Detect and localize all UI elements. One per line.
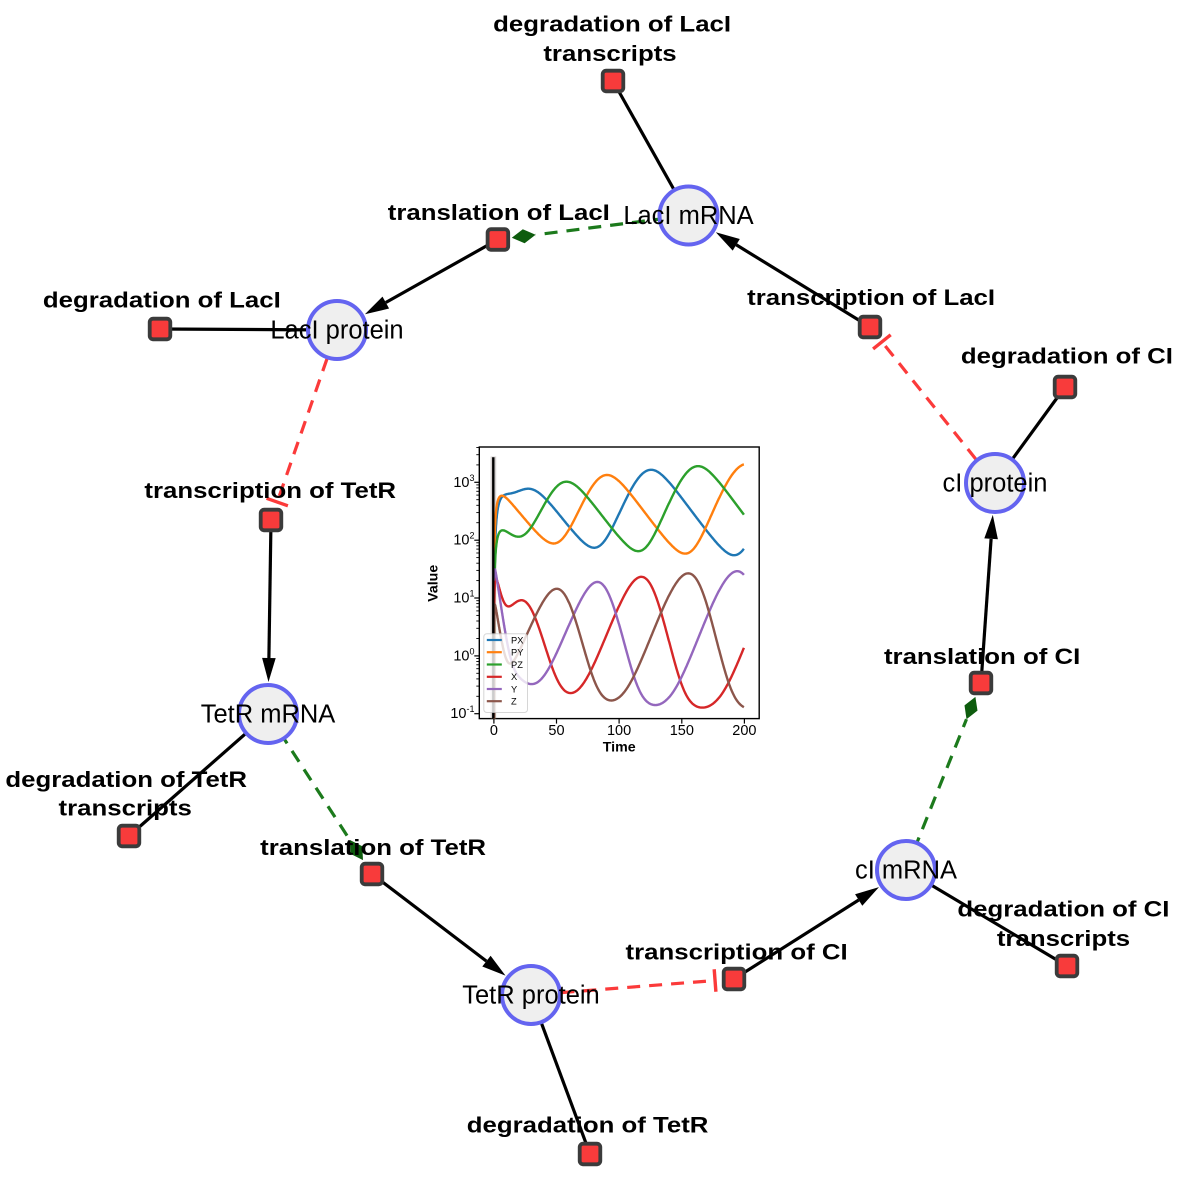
svg-text:translation of CI: translation of CI bbox=[884, 645, 1080, 670]
svg-text:103: 103 bbox=[453, 473, 474, 491]
svg-text:degradation of CI: degradation of CI bbox=[957, 897, 1169, 922]
svg-text:transcription of CI: transcription of CI bbox=[626, 940, 848, 965]
svg-text:transcripts: transcripts bbox=[997, 927, 1130, 952]
svg-text:LacI mRNA: LacI mRNA bbox=[623, 202, 753, 230]
svg-text:transcripts: transcripts bbox=[59, 797, 192, 822]
svg-text:102: 102 bbox=[453, 531, 474, 549]
svg-text:150: 150 bbox=[670, 723, 694, 739]
svg-text:transcription of TetR: transcription of TetR bbox=[144, 479, 396, 504]
svg-text:TetR mRNA: TetR mRNA bbox=[201, 701, 336, 729]
svg-text:200: 200 bbox=[732, 723, 756, 739]
svg-text:Z: Z bbox=[511, 697, 517, 707]
svg-text:LacI protein: LacI protein bbox=[270, 317, 403, 345]
svg-text:Y: Y bbox=[511, 684, 517, 694]
svg-text:PY: PY bbox=[511, 648, 523, 658]
svg-text:101: 101 bbox=[453, 589, 474, 607]
svg-text:50: 50 bbox=[548, 723, 564, 739]
svg-text:0: 0 bbox=[490, 723, 498, 739]
svg-text:translation of TetR: translation of TetR bbox=[260, 836, 486, 861]
svg-text:Time: Time bbox=[603, 740, 636, 756]
svg-text:10-1: 10-1 bbox=[450, 704, 474, 722]
svg-text:degradation of CI: degradation of CI bbox=[961, 345, 1173, 370]
svg-text:100: 100 bbox=[453, 646, 474, 664]
svg-text:100: 100 bbox=[607, 723, 631, 739]
svg-text:X: X bbox=[511, 672, 517, 682]
svg-text:PX: PX bbox=[511, 635, 523, 645]
svg-text:PZ: PZ bbox=[511, 660, 523, 670]
svg-text:degradation of LacI: degradation of LacI bbox=[493, 12, 731, 37]
svg-text:Value: Value bbox=[425, 565, 441, 602]
svg-text:degradation of TetR: degradation of TetR bbox=[467, 1113, 709, 1138]
svg-text:TetR protein: TetR protein bbox=[462, 982, 600, 1010]
svg-text:transcripts: transcripts bbox=[543, 42, 676, 67]
svg-text:degradation of TetR: degradation of TetR bbox=[5, 768, 247, 793]
svg-text:translation of LacI: translation of LacI bbox=[388, 201, 610, 226]
svg-text:transcription of LacI: transcription of LacI bbox=[747, 286, 995, 311]
svg-text:degradation of LacI: degradation of LacI bbox=[43, 288, 281, 313]
svg-text:cI protein: cI protein bbox=[943, 470, 1048, 498]
svg-text:cI mRNA: cI mRNA bbox=[855, 857, 957, 885]
